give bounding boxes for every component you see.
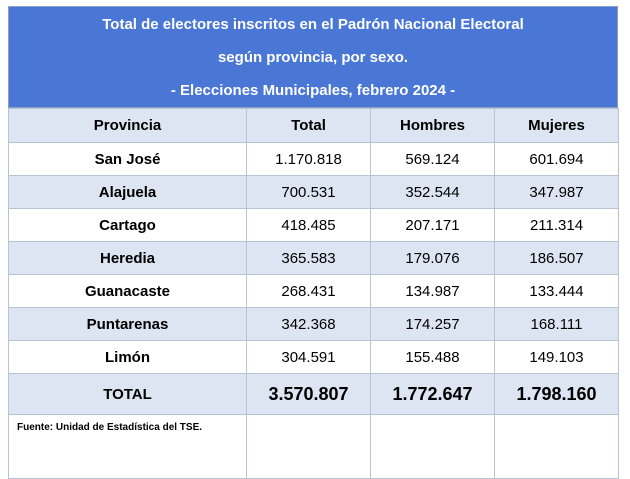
cell-provincia: Limón: [8, 340, 247, 374]
cell-provincia: Heredia: [8, 241, 247, 275]
totals-mujeres: 1.798.160: [494, 373, 619, 415]
title-line-1: Total de electores inscritos en el Padró…: [102, 16, 524, 33]
cell-provincia: Cartago: [8, 208, 247, 242]
column-header-mujeres: Mujeres: [494, 108, 619, 143]
title-line-3: - Elecciones Municipales, febrero 2024 -: [170, 82, 456, 99]
table-header-row: Provincia Total Hombres Mujeres: [8, 108, 619, 143]
column-header-total: Total: [246, 108, 371, 143]
totals-hombres: 1.772.647: [370, 373, 495, 415]
voters-table: Provincia Total Hombres Mujeres San José…: [8, 108, 619, 479]
cell-hombres: 155.488: [370, 340, 495, 374]
cell-total: 418.485: [246, 208, 371, 242]
cell-mujeres: 168.111: [494, 307, 619, 341]
footer-empty-cell: [494, 414, 619, 479]
electoral-register-document: Total de electores inscritos en el Padró…: [8, 6, 619, 479]
cell-total: 365.583: [246, 241, 371, 275]
table-row: Limón 304.591 155.488 149.103: [8, 340, 619, 374]
cell-mujeres: 347.987: [494, 175, 619, 209]
table-row: Puntarenas 342.368 174.257 168.111: [8, 307, 619, 341]
cell-hombres: 134.987: [370, 274, 495, 308]
cell-provincia: San José: [8, 142, 247, 176]
title-banner: Total de electores inscritos en el Padró…: [8, 6, 618, 108]
cell-hombres: 174.257: [370, 307, 495, 341]
totals-row: TOTAL 3.570.807 1.772.647 1.798.160: [8, 373, 619, 415]
cell-mujeres: 133.444: [494, 274, 619, 308]
title-line-2: según provincia, por sexo.: [217, 49, 409, 66]
cell-total: 1.170.818: [246, 142, 371, 176]
cell-mujeres: 186.507: [494, 241, 619, 275]
column-header-hombres: Hombres: [370, 108, 495, 143]
cell-provincia: Puntarenas: [8, 307, 247, 341]
table-row: Alajuela 700.531 352.544 347.987: [8, 175, 619, 209]
cell-hombres: 569.124: [370, 142, 495, 176]
cell-total: 304.591: [246, 340, 371, 374]
cell-mujeres: 149.103: [494, 340, 619, 374]
cell-total: 268.431: [246, 274, 371, 308]
cell-hombres: 179.076: [370, 241, 495, 275]
cell-provincia: Guanacaste: [8, 274, 247, 308]
cell-mujeres: 601.694: [494, 142, 619, 176]
cell-hombres: 352.544: [370, 175, 495, 209]
table-row: Guanacaste 268.431 134.987 133.444: [8, 274, 619, 308]
cell-hombres: 207.171: [370, 208, 495, 242]
cell-provincia: Alajuela: [8, 175, 247, 209]
cell-total: 342.368: [246, 307, 371, 341]
footer-row: Fuente: Unidad de Estadística del TSE.: [8, 414, 619, 479]
source-note: Fuente: Unidad de Estadística del TSE.: [8, 414, 247, 479]
table-row: Cartago 418.485 207.171 211.314: [8, 208, 619, 242]
totals-total: 3.570.807: [246, 373, 371, 415]
table-row: Heredia 365.583 179.076 186.507: [8, 241, 619, 275]
cell-mujeres: 211.314: [494, 208, 619, 242]
table-row: San José 1.170.818 569.124 601.694: [8, 142, 619, 176]
cell-total: 700.531: [246, 175, 371, 209]
totals-label: TOTAL: [8, 373, 247, 415]
footer-empty-cell: [370, 414, 495, 479]
column-header-provincia: Provincia: [8, 108, 247, 143]
footer-empty-cell: [246, 414, 371, 479]
